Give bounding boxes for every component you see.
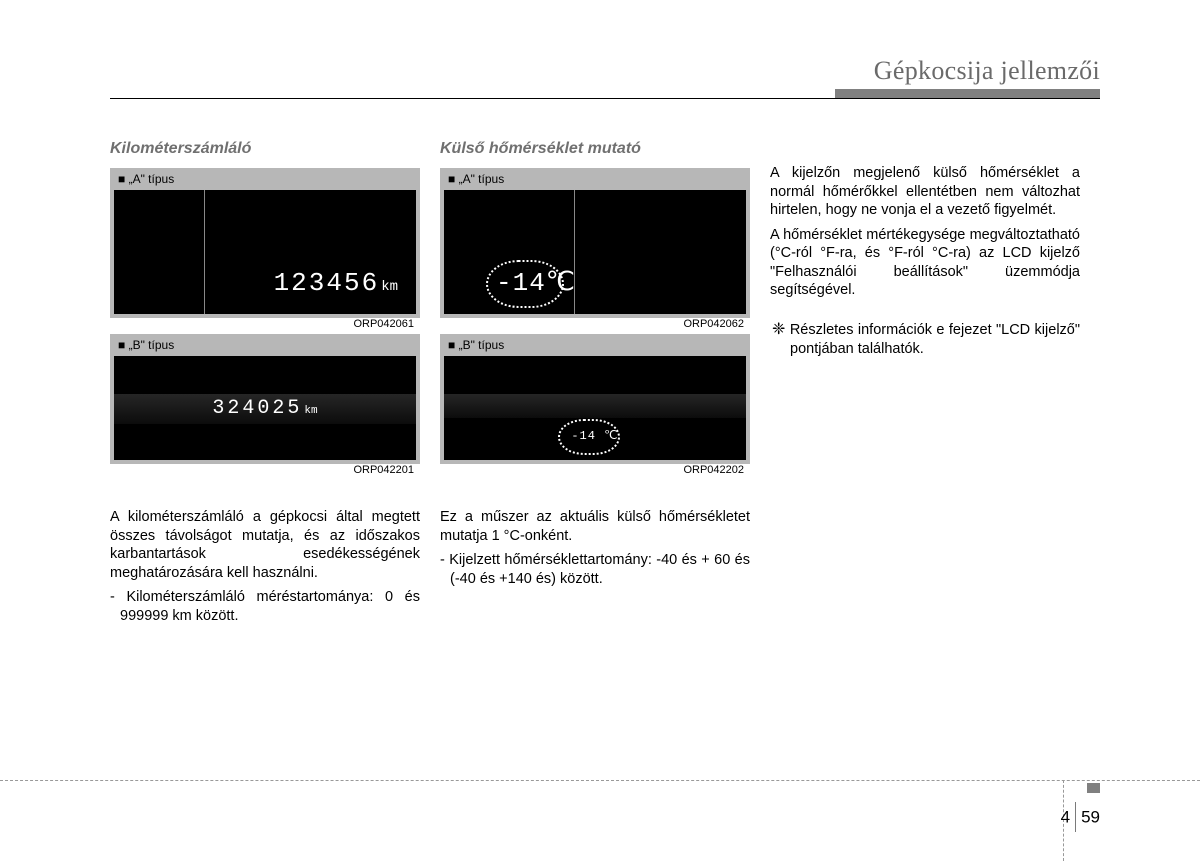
odometer-display-b-frame: ■ „B" típus 324025km — [110, 334, 420, 464]
column-notes: A kijelzőn megjelenő külső hőmérséklet a… — [770, 140, 1080, 625]
page-number-value: 59 — [1081, 807, 1100, 826]
odometer-a-type-label: ■ „A" típus — [112, 170, 418, 188]
temperature-b-highlight-circle — [558, 419, 620, 455]
odometer-b-unit: km — [304, 405, 317, 417]
temperature-paragraph: Ez a műszer az aktuális külső hőmérsékle… — [440, 508, 750, 545]
temperature-heading: Külső hőmérséklet mutató — [440, 140, 750, 158]
temperature-a-highlight-circle — [486, 260, 564, 308]
odometer-heading: Kilométerszámláló — [110, 140, 420, 158]
odometer-a-unit: km — [381, 279, 398, 295]
header-rule — [110, 98, 1100, 99]
page-number: 4 59 — [1061, 802, 1100, 834]
temp-behaviour-paragraph: A kijelzőn megjelenő külső hőmérséklet a… — [770, 164, 1080, 220]
odometer-b-number: 324025 — [212, 397, 302, 420]
odometer-b-lcd: 324025km — [112, 354, 418, 462]
column-temperature: Külső hőmérséklet mutató ■ „A" típus -14… — [440, 140, 750, 625]
lcd-divider-line — [204, 190, 205, 314]
footer-accent-bar — [1087, 783, 1100, 793]
lcd-note: ❈ Részletes információk e fejezet "LCD k… — [770, 320, 1080, 359]
temperature-range: - Kijelzett hőmérséklettartomány: -40 és… — [440, 551, 750, 588]
odometer-a-value: 123456km — [274, 268, 398, 298]
temperature-a-type-label: ■ „A" típus — [442, 170, 748, 188]
chapter-number: 4 — [1061, 807, 1070, 826]
odometer-display-a-frame: ■ „A" típus 123456km — [110, 168, 420, 318]
temp-unit-change-paragraph: A hőmérséklet mértékegysége megváltoztat… — [770, 226, 1080, 300]
page-num-separator — [1075, 802, 1076, 832]
temperature-a-lcd: -14℃ — [442, 188, 748, 316]
odometer-a-lcd: 123456km — [112, 188, 418, 316]
cut-line-horizontal — [0, 780, 1200, 781]
temperature-b-type-label: ■ „B" típus — [442, 336, 748, 354]
temperature-display-b-frame: ■ „B" típus -14 ℃ — [440, 334, 750, 464]
odometer-b-image-code: ORP042201 — [353, 464, 414, 476]
temperature-b-lcd: -14 ℃ — [442, 354, 748, 462]
temperature-b-image-code: ORP042202 — [683, 464, 744, 476]
note-symbol-icon: ❈ — [772, 321, 785, 338]
odometer-b-type-label: ■ „B" típus — [112, 336, 418, 354]
note-text: Részletes információk e fejezet "LCD kij… — [790, 322, 1080, 357]
page-header-title: Gépkocsija jellemzői — [874, 56, 1100, 86]
odometer-b-value: 324025km — [114, 394, 416, 424]
temperature-display-a-frame: ■ „A" típus -14℃ — [440, 168, 750, 318]
odometer-paragraph: A kilométerszámláló a gépkocsi által meg… — [110, 508, 420, 582]
odometer-a-image-code: ORP042061 — [353, 318, 414, 330]
temperature-b-band — [444, 394, 746, 418]
odometer-a-number: 123456 — [274, 268, 380, 298]
temperature-a-image-code: ORP042062 — [683, 318, 744, 330]
odometer-range: - Kilométerszámláló méréstartománya: 0 é… — [110, 588, 420, 625]
column-odometer: Kilométerszámláló ■ „A" típus 123456km O… — [110, 140, 420, 625]
